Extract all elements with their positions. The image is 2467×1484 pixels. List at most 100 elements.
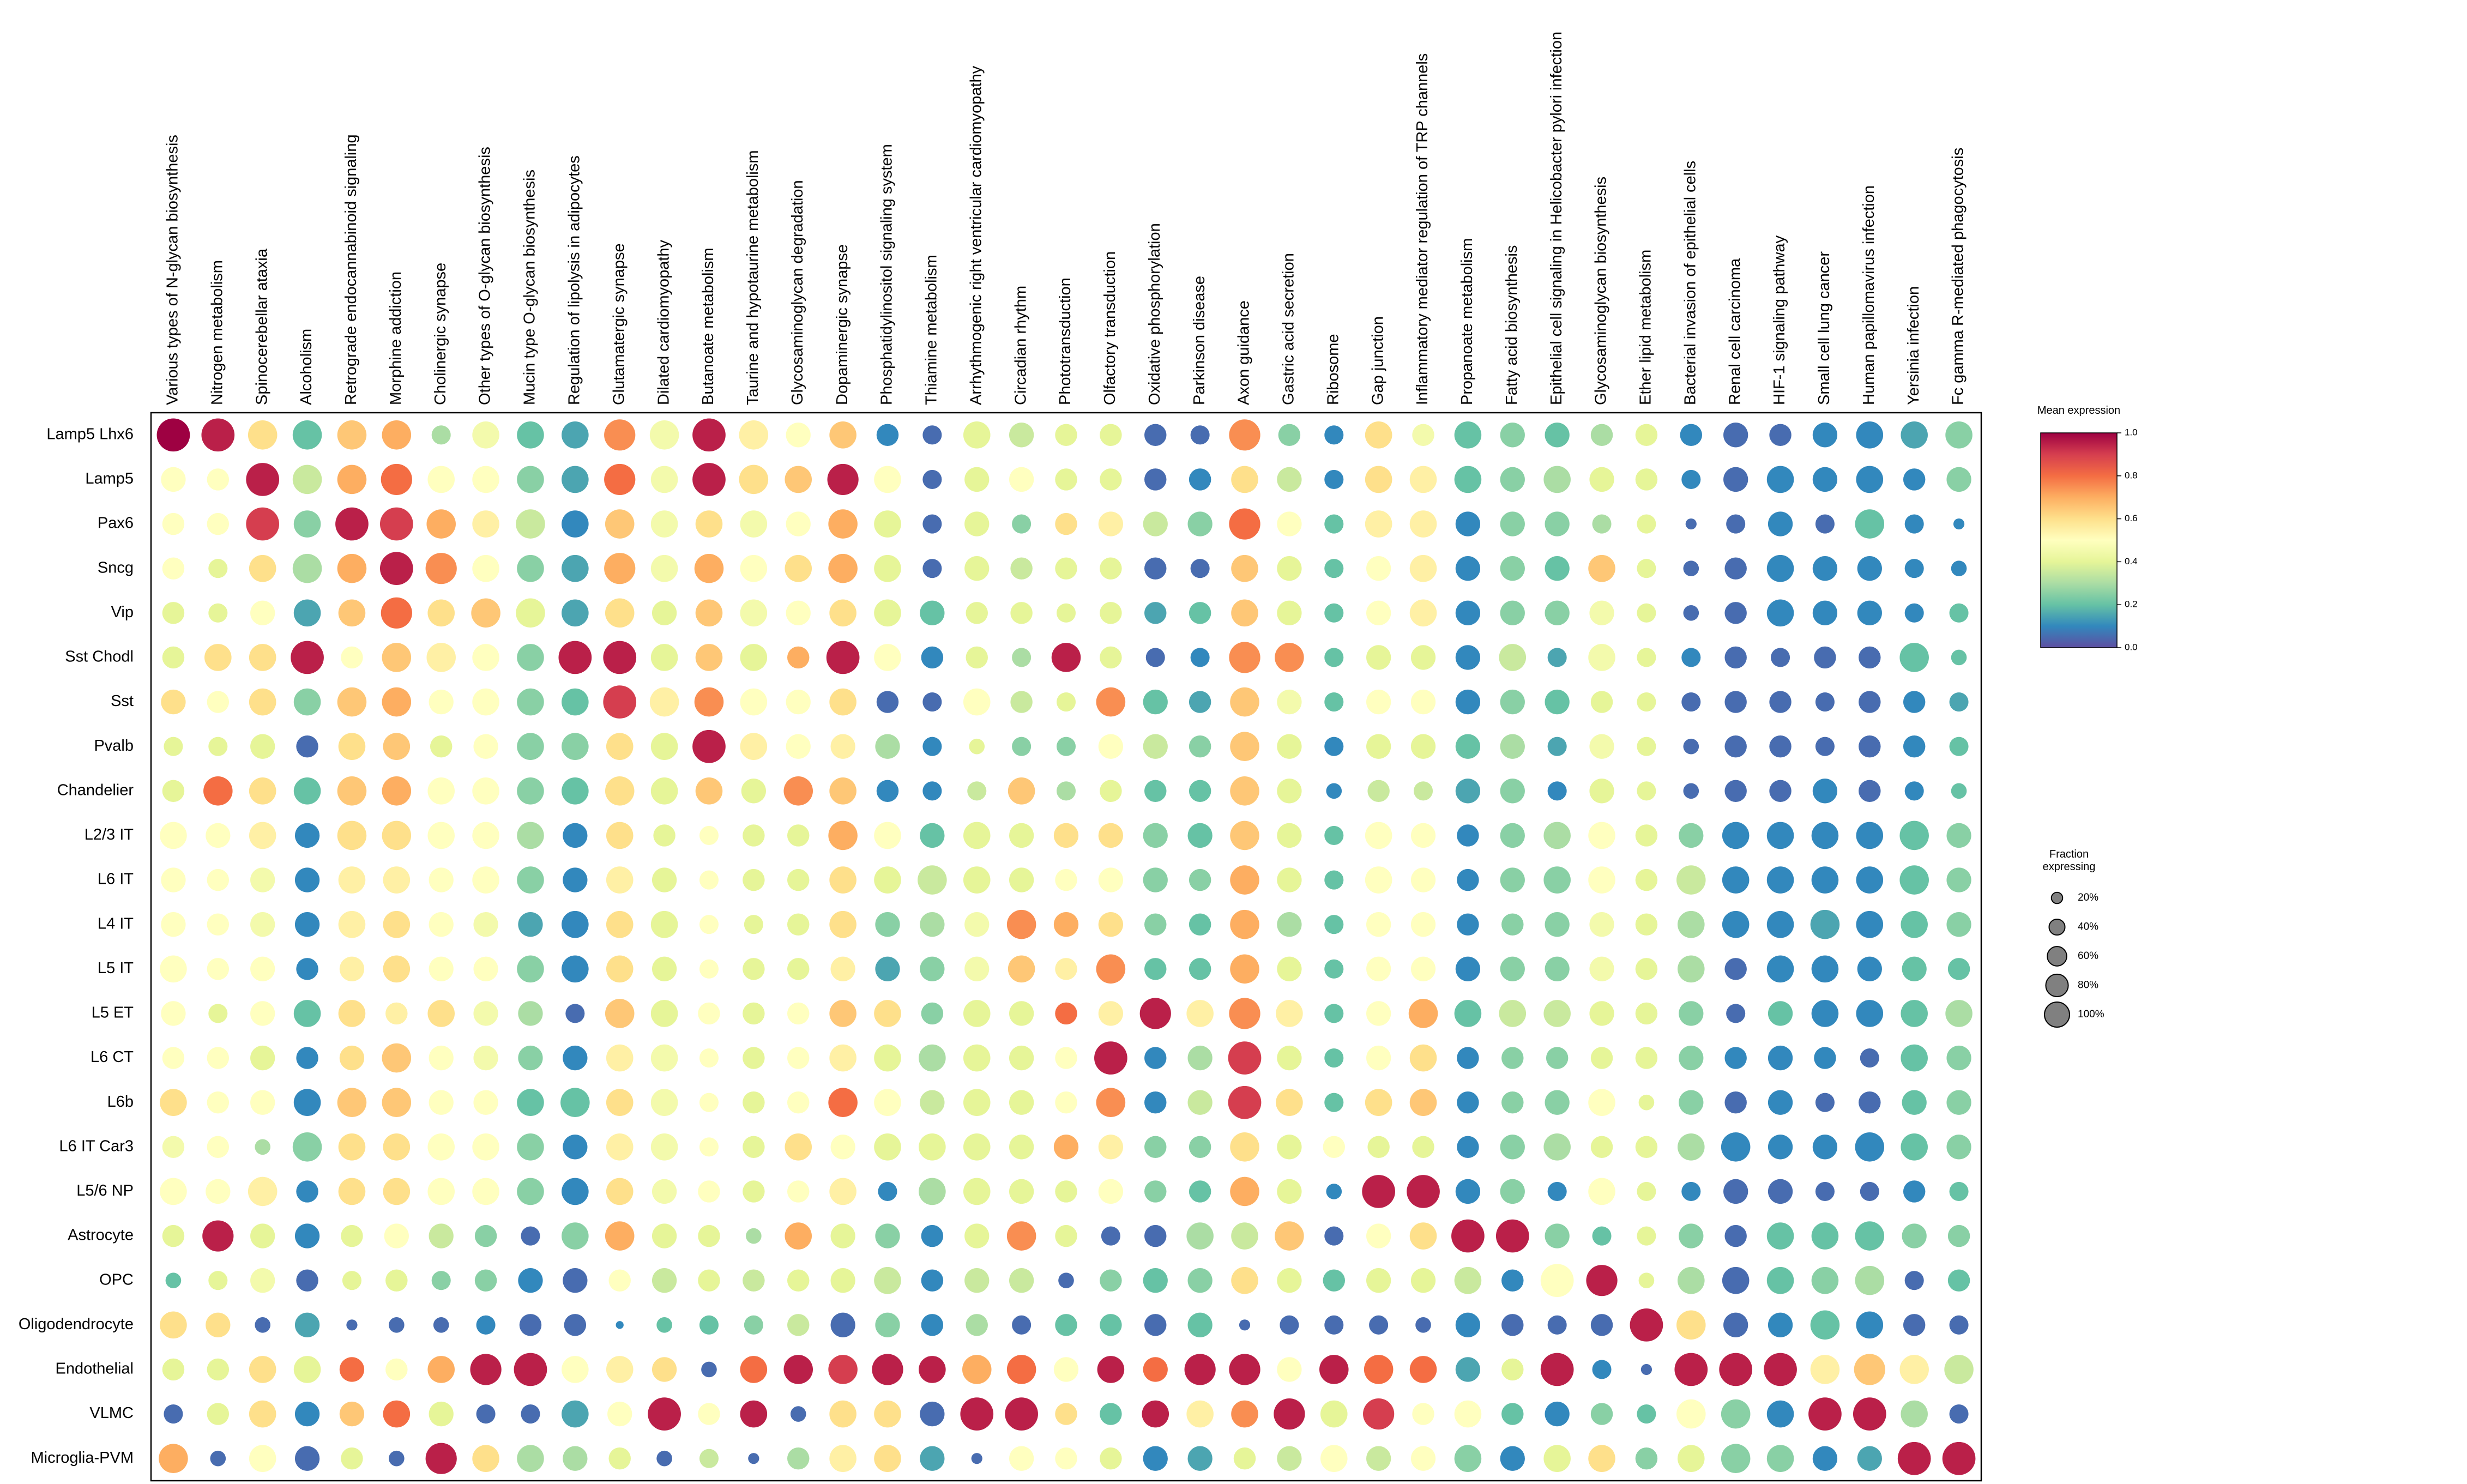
dot xyxy=(1230,1132,1259,1162)
row-label: Sst Chodl xyxy=(65,648,134,666)
dot xyxy=(472,777,499,805)
dot xyxy=(1768,511,1793,536)
dot xyxy=(1946,467,1971,492)
dot xyxy=(1766,554,1794,582)
dot xyxy=(296,1269,318,1292)
dot xyxy=(1501,1403,1524,1425)
dot xyxy=(1409,1089,1437,1116)
dot xyxy=(426,643,456,672)
dot xyxy=(1951,783,1967,799)
dot xyxy=(429,956,454,981)
dot xyxy=(1055,1314,1077,1336)
size-legend-title: Fraction expressing xyxy=(2042,848,2096,873)
dot xyxy=(1366,556,1391,581)
dot xyxy=(1899,821,1929,850)
dot xyxy=(1855,509,1885,539)
dot xyxy=(562,688,589,716)
dot xyxy=(1098,912,1124,937)
dot xyxy=(1589,912,1614,937)
dot xyxy=(471,598,500,628)
dot xyxy=(246,507,280,541)
dot xyxy=(1143,689,1168,715)
dot xyxy=(874,822,901,849)
dot xyxy=(1413,781,1433,801)
size-legend-label: 60% xyxy=(2078,950,2098,962)
dot xyxy=(1766,1266,1794,1294)
dot xyxy=(964,1223,990,1248)
dot xyxy=(250,600,275,625)
dot xyxy=(160,1311,187,1339)
row-label: Sst xyxy=(111,692,134,710)
dot xyxy=(383,910,411,938)
dot xyxy=(1055,557,1077,580)
dot xyxy=(699,825,719,845)
dot xyxy=(249,777,276,805)
dot xyxy=(1143,1268,1168,1293)
dot xyxy=(161,689,186,715)
dot xyxy=(431,1271,451,1290)
dot xyxy=(1681,692,1701,712)
dot xyxy=(1275,1221,1304,1251)
dot xyxy=(1056,781,1076,801)
dot xyxy=(1946,1135,1971,1160)
dot xyxy=(1769,780,1792,803)
colorbar-title: Mean expression xyxy=(2037,405,2121,417)
dot xyxy=(206,1312,231,1337)
dot xyxy=(874,1089,901,1116)
dot xyxy=(830,1268,855,1293)
dot xyxy=(787,1047,810,1069)
dot xyxy=(1724,958,1747,980)
dot xyxy=(966,1314,988,1336)
dot xyxy=(740,1356,768,1383)
dot xyxy=(1500,511,1525,536)
dot xyxy=(1637,648,1656,667)
dot xyxy=(787,1180,810,1203)
dot xyxy=(207,1136,230,1159)
dot xyxy=(1812,1135,1838,1160)
dot xyxy=(1189,735,1211,758)
dot xyxy=(389,1450,405,1467)
dot xyxy=(966,646,988,669)
dot xyxy=(604,463,636,496)
dot xyxy=(1859,735,1881,758)
dot xyxy=(1100,1403,1122,1425)
dot xyxy=(1010,691,1033,713)
dot xyxy=(606,955,634,983)
dot xyxy=(1056,737,1076,756)
row-label: L5/6 NP xyxy=(76,1182,134,1199)
dot xyxy=(1635,1447,1658,1470)
dot xyxy=(1637,781,1656,801)
dot xyxy=(1409,554,1437,582)
dot xyxy=(472,1445,499,1472)
dot xyxy=(250,1223,275,1248)
dot xyxy=(829,599,856,627)
dot xyxy=(922,425,942,445)
dot xyxy=(1811,1000,1839,1027)
dot xyxy=(1726,514,1746,534)
dot xyxy=(695,777,723,805)
dot xyxy=(603,641,637,674)
dot xyxy=(919,1356,946,1383)
dot xyxy=(830,1135,855,1160)
dot xyxy=(1280,1315,1299,1335)
dot xyxy=(1500,1446,1525,1471)
dot xyxy=(472,688,499,716)
dot xyxy=(1324,1093,1344,1112)
dot xyxy=(563,1045,588,1071)
dot xyxy=(1766,955,1794,983)
dot xyxy=(1945,421,1973,449)
dot xyxy=(1096,1088,1126,1117)
dot xyxy=(473,734,498,759)
dot xyxy=(967,781,987,801)
dot xyxy=(649,687,679,717)
dot xyxy=(1277,600,1302,625)
colorbar-tick-label: 0.4 xyxy=(2125,556,2138,566)
dot xyxy=(786,734,811,759)
dot xyxy=(517,554,544,582)
dot xyxy=(385,1002,408,1025)
dot xyxy=(1187,1090,1213,1115)
dot xyxy=(830,956,855,981)
dot xyxy=(1366,956,1391,981)
dot xyxy=(606,1178,634,1205)
dot xyxy=(1500,467,1525,492)
